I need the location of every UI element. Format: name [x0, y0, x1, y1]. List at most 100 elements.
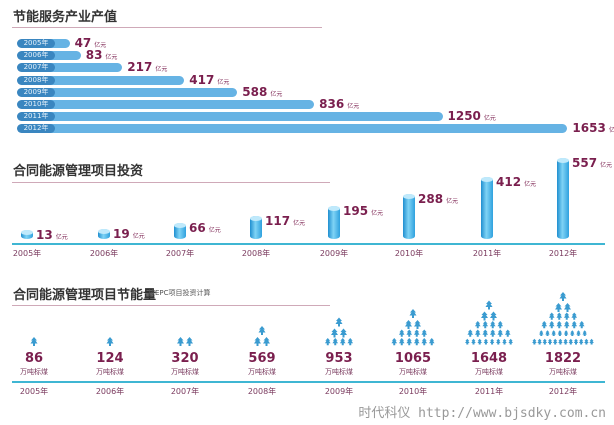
- data-label: 320: [171, 351, 199, 366]
- tree-icon: [332, 338, 339, 346]
- year-label: 2007年: [165, 249, 195, 258]
- year-label: 2005年: [17, 39, 55, 48]
- year-label: 2012年: [548, 387, 578, 396]
- tree-icon: [482, 321, 489, 329]
- investment-title: 合同能源管理项目投资: [13, 164, 144, 179]
- bar: [40, 51, 81, 61]
- data-label: 1653亿元: [572, 121, 614, 135]
- tree-icon: [339, 338, 346, 346]
- tree-icon: [406, 338, 413, 346]
- tree-icon: [541, 321, 548, 329]
- tree-icon: [482, 329, 489, 337]
- tree-icon: [568, 338, 574, 345]
- tree-icon: [477, 338, 482, 345]
- value: 1653: [572, 121, 606, 136]
- year-label: 2008年: [247, 387, 277, 396]
- unit-label: 万吨标煤: [171, 368, 199, 376]
- cylinder-bar: [557, 157, 569, 239]
- bar: [40, 124, 568, 134]
- data-label: 569: [248, 351, 276, 366]
- tree-icon: [556, 321, 563, 329]
- unit-label: 万吨标煤: [20, 368, 48, 376]
- value: 195: [343, 204, 369, 219]
- data-label: 557 亿元: [572, 156, 612, 170]
- tree-icon: [347, 338, 354, 346]
- tree-icon: [398, 338, 405, 346]
- tree-icon: [589, 338, 594, 345]
- unit: 亿元: [293, 220, 306, 228]
- data-label: 13 亿元: [36, 228, 68, 242]
- cylinder-bar: [328, 206, 340, 239]
- tree-icon: [177, 337, 184, 346]
- tree-icon: [578, 338, 584, 345]
- tree-icon: [483, 338, 489, 345]
- tree-icon: [555, 303, 562, 312]
- bar: [40, 112, 443, 122]
- data-label: 953: [325, 351, 353, 366]
- baseline: [12, 381, 605, 383]
- data-label: 47 亿元: [75, 36, 107, 50]
- tree-icon: [30, 337, 38, 346]
- data-label: 217 亿元: [127, 60, 167, 74]
- tree-icon: [547, 338, 553, 345]
- tree-icon: [391, 338, 398, 346]
- tree-icon: [570, 330, 575, 337]
- tree-icon: [428, 338, 435, 346]
- tree-icon: [548, 312, 555, 320]
- year-label: 2010年: [394, 249, 424, 258]
- tree-icon: [556, 312, 563, 320]
- unit: 亿元: [483, 115, 496, 123]
- tree-icon: [263, 337, 270, 346]
- tree-icon: [502, 338, 507, 345]
- data-label: 836 亿元: [319, 97, 359, 111]
- watermark: 时代科仪 http://www.bjsdky.com.cn: [358, 406, 606, 421]
- data-label: 1250 亿元: [448, 109, 496, 123]
- unit-label: 万吨标煤: [549, 368, 577, 376]
- tree-icon: [254, 337, 261, 346]
- year-label: 2010年: [398, 387, 428, 396]
- tree-icon: [331, 328, 338, 338]
- value: 217: [127, 60, 153, 75]
- value: 19: [113, 227, 130, 242]
- unit: 亿元: [270, 90, 283, 98]
- tree-icon: [508, 338, 513, 345]
- tree-icon: [548, 321, 555, 329]
- tree-icon: [335, 317, 343, 327]
- tree-icon: [481, 311, 488, 321]
- year-label: 2006年: [95, 387, 125, 396]
- unit: 亿元: [371, 210, 384, 218]
- tree-icon: [421, 329, 428, 337]
- value: 117: [265, 214, 291, 229]
- value: 83: [85, 48, 103, 63]
- value: 13: [36, 228, 53, 243]
- tree-icon: [563, 330, 569, 337]
- tree-icon: [578, 321, 585, 329]
- tree-icon: [340, 328, 347, 338]
- value: 66: [189, 221, 206, 236]
- unit-label: 万吨标煤: [399, 368, 427, 376]
- unit-label: 万吨标煤: [475, 368, 503, 376]
- tree-icon: [542, 338, 548, 345]
- unit: 亿元: [217, 78, 230, 86]
- tree-icon: [559, 292, 567, 301]
- year-label: 2007年: [170, 387, 200, 396]
- tree-icon: [421, 338, 428, 346]
- tree-icon: [106, 337, 114, 346]
- tree-icon: [465, 338, 470, 345]
- title-rule: [12, 305, 330, 306]
- tree-icon: [564, 303, 571, 312]
- tree-icon: [406, 329, 413, 337]
- cylinder-bar: [403, 193, 415, 239]
- year-label: 2005年: [12, 249, 42, 258]
- year-label: 2011年: [474, 387, 504, 396]
- year-label: 2008年: [17, 75, 55, 85]
- tree-icon: [186, 337, 193, 346]
- unit: 亿元: [600, 161, 613, 169]
- data-label: 19 亿元: [113, 227, 145, 241]
- tree-icon: [573, 338, 579, 345]
- data-label: 195 亿元: [343, 204, 383, 218]
- value: 836: [319, 97, 345, 111]
- tree-icon: [504, 329, 511, 337]
- tree-icon: [576, 330, 581, 337]
